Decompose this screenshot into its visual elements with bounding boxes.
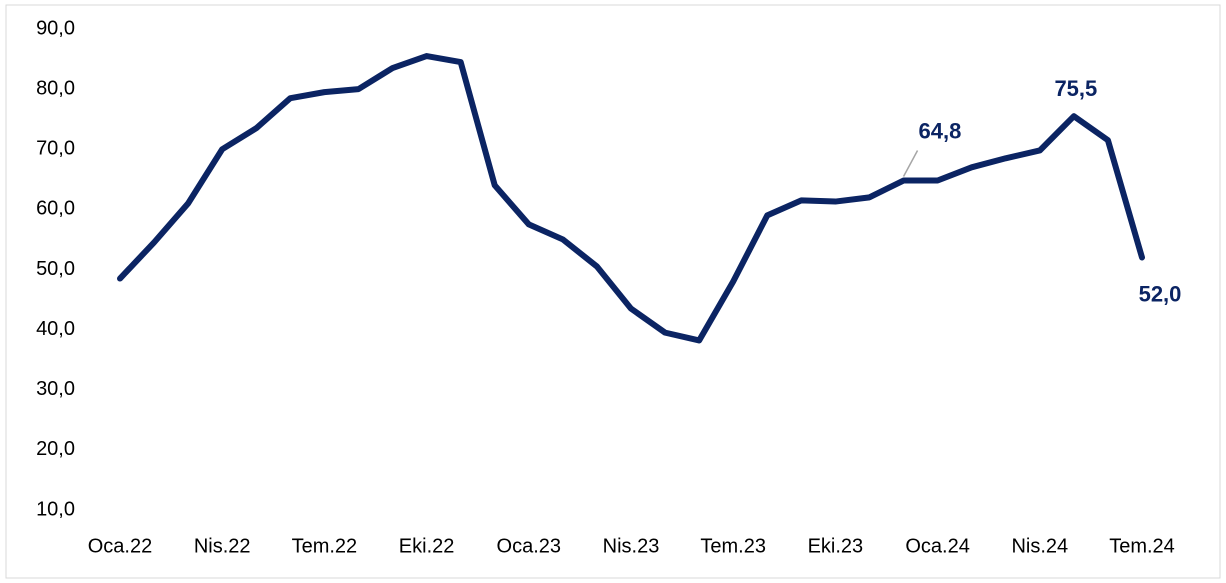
x-tick-label: Nis.24 (1011, 535, 1068, 557)
y-tick-label: 90,0 (36, 17, 75, 39)
chart-border (5, 4, 1221, 579)
x-tick-label: Tem.23 (700, 535, 766, 557)
y-tick-label: 70,0 (36, 138, 75, 160)
x-tick-label: Oca.24 (905, 535, 969, 557)
data-label: 52,0 (1139, 281, 1182, 306)
x-tick-label: Tem.22 (292, 535, 358, 557)
y-tick-label: 80,0 (36, 77, 75, 99)
leader-line (902, 150, 919, 177)
x-tick-label: Eki.23 (808, 535, 864, 557)
y-tick-label: 10,0 (36, 498, 75, 520)
x-tick-label: Oca.22 (88, 535, 152, 557)
data-label: 75,5 (1054, 76, 1097, 101)
y-tick-label: 20,0 (36, 438, 75, 460)
y-tick-label: 30,0 (36, 378, 75, 400)
x-tick-label: Nis.23 (603, 535, 660, 557)
data-label: 64,8 (919, 118, 962, 143)
x-tick-label: Nis.22 (194, 535, 251, 557)
y-tick-label: 60,0 (36, 198, 75, 220)
y-tick-label: 40,0 (36, 318, 75, 340)
x-tick-label: Eki.22 (399, 535, 455, 557)
y-tick-label: 50,0 (36, 258, 75, 280)
data-line (117, 53, 1145, 344)
x-tick-label: Tem.24 (1109, 535, 1175, 557)
x-tick-label: Oca.23 (497, 535, 561, 557)
